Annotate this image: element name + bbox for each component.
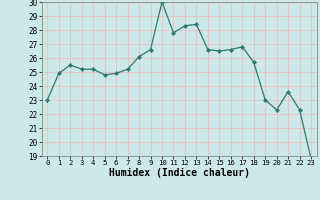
X-axis label: Humidex (Indice chaleur): Humidex (Indice chaleur) (109, 168, 250, 178)
